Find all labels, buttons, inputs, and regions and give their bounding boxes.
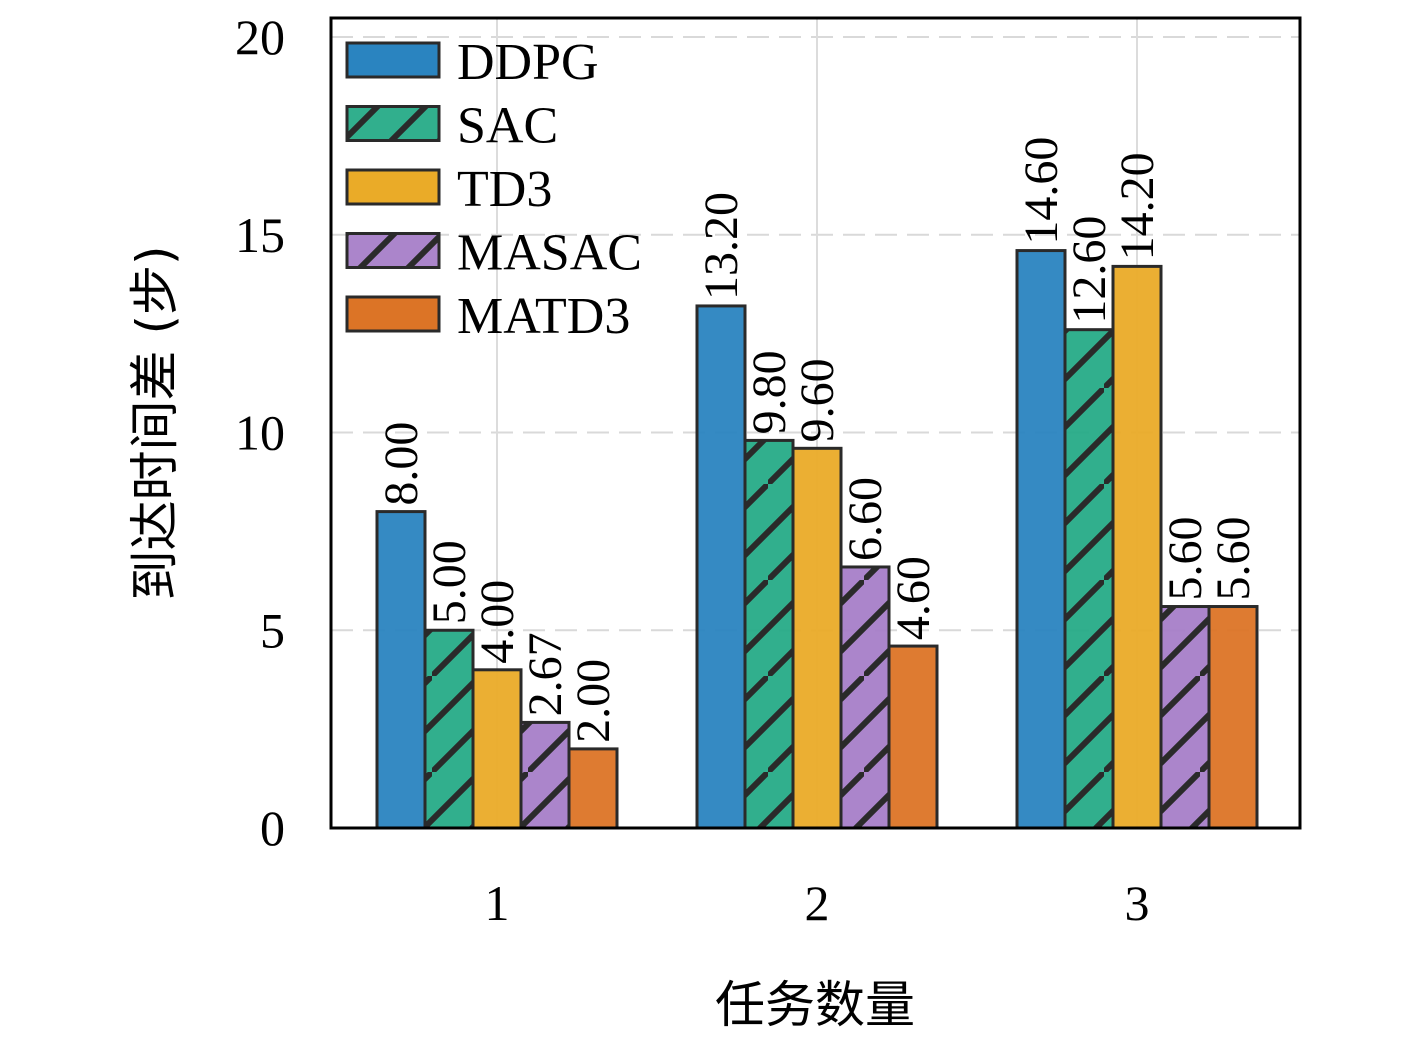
bar-labels: 8.00 5.004.002.672.00 13.20 9.809.60 6.604.6… bbox=[375, 137, 1260, 743]
bar-value-label: 8.00 bbox=[375, 422, 428, 506]
y-tick-label: 15 bbox=[235, 207, 285, 263]
bar-ddpg-3 bbox=[1015, 249, 1067, 830]
y-tick-label: 10 bbox=[235, 405, 285, 461]
bar-matd3-1 bbox=[567, 747, 619, 830]
bar-td3-2 bbox=[791, 446, 843, 830]
legend-label: TD3 bbox=[457, 161, 552, 218]
x-tick-label: 1 bbox=[485, 875, 510, 931]
bar-td3-3 bbox=[1111, 264, 1163, 830]
bars bbox=[375, 249, 1259, 830]
bar-value-label: 9.60 bbox=[791, 358, 844, 442]
bar-ddpg-2 bbox=[695, 304, 747, 830]
legend-label: MATD3 bbox=[457, 288, 630, 345]
bar-sac-2 bbox=[743, 438, 795, 830]
legend-swatch bbox=[345, 168, 441, 206]
bar-value-label: 9.80 bbox=[743, 350, 796, 434]
bar-sac-3 bbox=[1063, 328, 1115, 830]
bar-value-label: 4.00 bbox=[471, 580, 524, 664]
bar-value-label: 5.60 bbox=[1159, 517, 1212, 601]
legend: DDPG SAC TD3 MASAC MATD3 bbox=[345, 34, 642, 345]
bar-ddpg-1 bbox=[375, 510, 427, 830]
bar-value-label: 2.67 bbox=[519, 632, 572, 716]
bar-sac-1 bbox=[423, 628, 475, 830]
x-tick-label: 2 bbox=[805, 875, 830, 931]
legend-label: DDPG bbox=[457, 34, 599, 91]
bar-value-label: 13.20 bbox=[695, 192, 748, 300]
bar-matd3-3 bbox=[1207, 605, 1259, 830]
legend-item-sac: SAC bbox=[345, 98, 558, 155]
legend-swatch bbox=[345, 232, 441, 269]
bar-masac-3 bbox=[1159, 605, 1211, 830]
legend-swatch bbox=[345, 105, 441, 142]
bar-value-label: 4.60 bbox=[887, 556, 940, 640]
legend-swatch bbox=[345, 295, 441, 333]
bar-value-label: 14.20 bbox=[1111, 152, 1164, 260]
y-tick-label: 0 bbox=[260, 800, 285, 856]
x-tick-label: 3 bbox=[1125, 875, 1150, 931]
bar-masac-2 bbox=[839, 565, 891, 830]
legend-item-ddpg: DDPG bbox=[345, 34, 599, 91]
legend-item-matd3: MATD3 bbox=[345, 288, 630, 345]
legend-item-masac: MASAC bbox=[345, 225, 642, 282]
bar-value-label: 5.00 bbox=[423, 540, 476, 624]
y-axis-title: 到达时间差 (步) bbox=[126, 246, 184, 601]
legend-label: MASAC bbox=[457, 225, 642, 282]
y-axis-ticks: 0 5 10 15 20 bbox=[235, 9, 285, 856]
x-axis-ticks: 1 2 3 bbox=[485, 875, 1150, 931]
bar-value-label: 2.00 bbox=[567, 659, 620, 743]
legend-label: SAC bbox=[457, 98, 558, 155]
plot-frame bbox=[329, 16, 1302, 830]
bar-matd3-2 bbox=[887, 644, 939, 830]
grid-lines bbox=[331, 18, 1300, 828]
legend-swatch bbox=[345, 41, 441, 79]
bar-value-label: 14.60 bbox=[1015, 137, 1068, 245]
x-axis-title: 任务数量 bbox=[715, 976, 915, 1034]
bar-td3-1 bbox=[471, 668, 523, 830]
bar-value-label: 5.60 bbox=[1207, 517, 1260, 601]
legend-item-td3: TD3 bbox=[345, 161, 552, 218]
bar-masac-1 bbox=[519, 720, 571, 830]
bar-value-label: 6.60 bbox=[839, 477, 892, 561]
y-tick-label: 20 bbox=[235, 9, 285, 65]
bar-value-label: 12.60 bbox=[1063, 216, 1116, 324]
y-tick-label: 5 bbox=[260, 602, 285, 658]
